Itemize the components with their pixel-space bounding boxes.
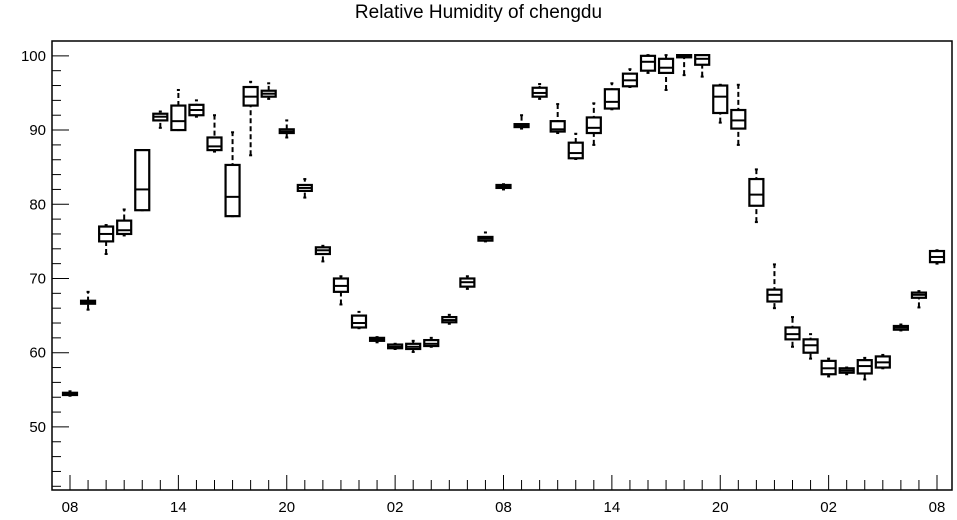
box-mark xyxy=(441,313,458,325)
box-mark xyxy=(766,263,783,310)
box-iqr xyxy=(170,104,187,132)
box-mark xyxy=(928,249,946,265)
box-mark xyxy=(549,103,566,135)
axis-ticks xyxy=(52,40,938,490)
box-mark xyxy=(477,231,494,243)
box-series xyxy=(61,54,946,397)
box-iqr xyxy=(712,84,729,115)
box-mark xyxy=(603,82,620,111)
box-mark xyxy=(585,102,602,146)
box-iqr xyxy=(567,141,584,160)
box-iqr xyxy=(206,136,223,152)
y-tick-label: 50 xyxy=(29,419,46,436)
box-mark xyxy=(314,244,331,263)
x-tick-label: 08 xyxy=(62,499,79,516)
box-mark xyxy=(278,119,295,139)
x-tick-label: 20 xyxy=(712,499,729,516)
plot-frame xyxy=(51,40,953,491)
box-mark xyxy=(116,208,133,237)
box-mark xyxy=(784,316,801,348)
x-tick-label: 02 xyxy=(387,499,404,516)
box-iqr xyxy=(694,54,711,66)
box-mark xyxy=(188,99,205,118)
box-mark xyxy=(459,275,476,290)
box-mark xyxy=(405,339,422,353)
box-mark xyxy=(838,366,855,376)
y-tick-label: 60 xyxy=(29,345,46,362)
box-iqr xyxy=(134,148,151,212)
box-iqr xyxy=(116,219,133,236)
box-iqr xyxy=(748,177,765,207)
box-mark xyxy=(206,114,223,153)
box-mark xyxy=(79,290,97,311)
box-mark xyxy=(802,333,819,360)
box-mark xyxy=(910,290,928,309)
y-tick-label: 90 xyxy=(29,122,46,139)
box-iqr xyxy=(657,57,675,75)
x-tick-label: 14 xyxy=(170,499,187,516)
x-tick-label: 08 xyxy=(495,499,512,516)
box-mark xyxy=(423,336,440,348)
x-tick-label: 20 xyxy=(278,499,295,516)
box-mark xyxy=(874,353,891,370)
box-mark xyxy=(350,310,368,330)
chart-title: Relative Humidity of chengdu xyxy=(354,2,603,23)
y-tick-label: 100 xyxy=(21,48,46,65)
box-mark xyxy=(856,356,873,381)
box-iqr xyxy=(603,88,620,110)
box-iqr xyxy=(585,116,602,135)
box-mark xyxy=(621,68,639,89)
box-mark xyxy=(694,54,711,78)
box-mark xyxy=(820,357,837,378)
box-iqr xyxy=(549,120,566,133)
box-mark xyxy=(730,83,747,146)
box-mark xyxy=(892,323,909,332)
box-mark xyxy=(224,131,241,218)
box-iqr xyxy=(350,314,368,329)
box-mark xyxy=(676,54,693,77)
x-tick-label: 14 xyxy=(604,499,621,516)
box-mark xyxy=(260,82,277,100)
box-mark xyxy=(242,80,259,157)
box-mark xyxy=(712,83,729,124)
y-tick-label: 80 xyxy=(29,196,46,213)
box-mark xyxy=(748,168,765,224)
box-mark xyxy=(657,54,675,91)
box-mark xyxy=(531,83,548,100)
box-mark xyxy=(332,275,350,306)
x-tick-label: 08 xyxy=(929,499,946,516)
box-iqr xyxy=(224,163,241,218)
box-mark xyxy=(296,178,313,199)
box-mark xyxy=(567,132,584,161)
box-iqr xyxy=(639,54,657,72)
box-mark xyxy=(495,183,512,191)
box-mark xyxy=(513,114,530,130)
box-mark xyxy=(387,342,404,350)
x-tick-label: 02 xyxy=(820,499,837,516)
box-mark xyxy=(98,224,115,255)
y-tick-label: 70 xyxy=(29,270,46,287)
box-mark xyxy=(134,148,151,212)
box-mark xyxy=(170,88,187,132)
box-iqr xyxy=(730,108,747,130)
tick-labels: 50 60 70 80 90 100 08 14 20 02 08 14 20 02 08 xyxy=(21,48,945,516)
box-mark xyxy=(639,54,657,74)
box-mark xyxy=(61,390,79,397)
box-mark xyxy=(368,336,386,344)
box-mark xyxy=(152,110,169,129)
